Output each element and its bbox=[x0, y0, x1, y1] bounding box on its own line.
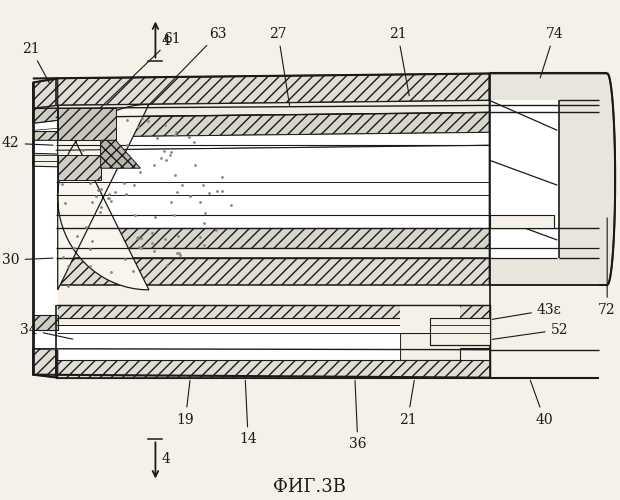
Polygon shape bbox=[490, 248, 599, 258]
Polygon shape bbox=[56, 325, 490, 333]
Polygon shape bbox=[56, 258, 490, 285]
Polygon shape bbox=[33, 156, 120, 168]
Text: 21: 21 bbox=[399, 380, 417, 426]
Polygon shape bbox=[33, 140, 105, 156]
Polygon shape bbox=[490, 100, 599, 112]
Polygon shape bbox=[400, 333, 490, 359]
Text: 40: 40 bbox=[530, 380, 553, 426]
Polygon shape bbox=[490, 215, 554, 228]
Polygon shape bbox=[58, 156, 100, 180]
Polygon shape bbox=[56, 146, 490, 215]
Text: 74: 74 bbox=[540, 26, 563, 78]
Polygon shape bbox=[56, 74, 490, 106]
Polygon shape bbox=[400, 305, 490, 333]
Polygon shape bbox=[56, 333, 400, 359]
Text: 30: 30 bbox=[2, 253, 53, 267]
Polygon shape bbox=[33, 78, 58, 108]
Text: 4: 4 bbox=[162, 34, 171, 48]
Polygon shape bbox=[490, 258, 599, 285]
Text: 63: 63 bbox=[148, 26, 227, 106]
Polygon shape bbox=[56, 360, 490, 378]
Polygon shape bbox=[56, 215, 490, 228]
Text: 19: 19 bbox=[177, 380, 194, 426]
Text: 4: 4 bbox=[162, 452, 171, 466]
Polygon shape bbox=[100, 140, 141, 168]
Polygon shape bbox=[33, 315, 58, 330]
Polygon shape bbox=[490, 112, 599, 132]
Text: 72: 72 bbox=[598, 218, 616, 317]
Polygon shape bbox=[58, 104, 149, 290]
Polygon shape bbox=[33, 348, 58, 378]
Text: 42: 42 bbox=[2, 136, 53, 150]
Polygon shape bbox=[33, 106, 58, 124]
Polygon shape bbox=[56, 228, 490, 248]
Polygon shape bbox=[56, 305, 490, 318]
Polygon shape bbox=[490, 74, 615, 285]
Text: 61: 61 bbox=[97, 32, 181, 110]
Text: 21: 21 bbox=[389, 26, 409, 96]
Polygon shape bbox=[33, 132, 105, 140]
Polygon shape bbox=[56, 100, 490, 117]
Text: 14: 14 bbox=[239, 380, 257, 446]
Text: 27: 27 bbox=[269, 26, 290, 106]
Polygon shape bbox=[430, 318, 490, 344]
Text: 43ε: 43ε bbox=[492, 303, 562, 320]
Polygon shape bbox=[58, 108, 115, 140]
Polygon shape bbox=[56, 132, 490, 150]
Text: 34: 34 bbox=[20, 323, 73, 339]
Polygon shape bbox=[56, 248, 490, 258]
Text: ФИГ.3В: ФИГ.3В bbox=[273, 478, 347, 496]
Polygon shape bbox=[490, 228, 599, 248]
Text: 36: 36 bbox=[349, 380, 366, 452]
Polygon shape bbox=[490, 100, 559, 258]
Polygon shape bbox=[490, 74, 599, 104]
Polygon shape bbox=[56, 112, 490, 138]
Text: 21: 21 bbox=[22, 42, 50, 83]
Text: 52: 52 bbox=[492, 323, 568, 340]
Polygon shape bbox=[33, 106, 58, 350]
